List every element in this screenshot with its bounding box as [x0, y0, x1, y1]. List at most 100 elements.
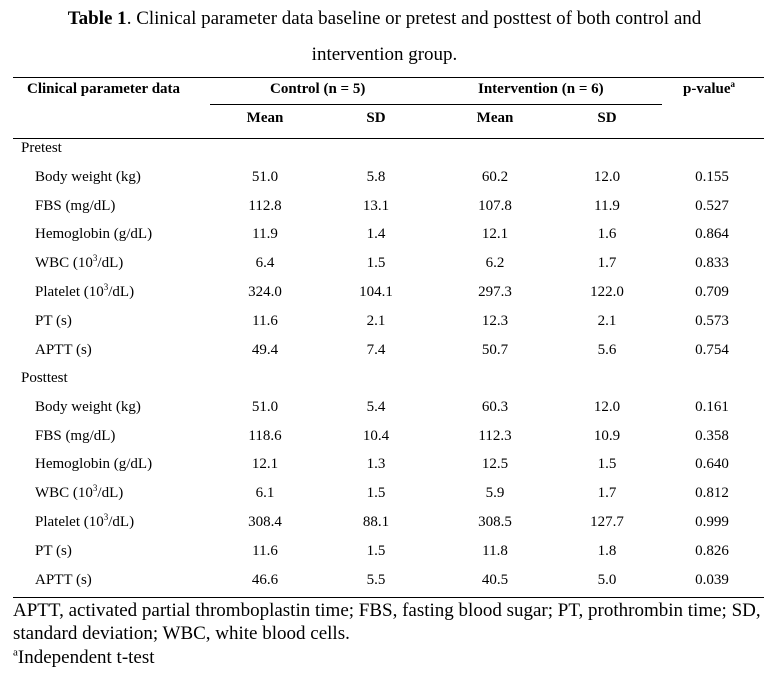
cell-i-sd: 122.0	[590, 284, 624, 300]
cell-i-sd: 11.9	[594, 197, 620, 214]
cell-c-sd: 2.1	[366, 312, 386, 329]
cell-c-sd: 5.8	[366, 168, 386, 185]
row-label: Platelet (103/dL)	[35, 512, 135, 531]
row-label: WBC (103/dL)	[35, 483, 124, 502]
row-label: FBS (mg/dL)	[35, 427, 116, 444]
table-caption-line2: intervention group.	[311, 44, 458, 65]
cell-i-mean: 40.5	[481, 571, 509, 588]
cell-i-mean: 50.7	[481, 341, 509, 358]
cell-i-mean: 112.3	[478, 427, 512, 444]
row-label: APTT (s)	[35, 341, 92, 358]
cell-c-mean: 6.4	[255, 255, 275, 272]
cell-i-mean: 107.8	[478, 197, 512, 214]
section-title: Posttest	[21, 370, 68, 386]
cell-c-mean: 118.6	[248, 427, 282, 444]
header-intervention-sd: SD	[597, 110, 617, 126]
p-value-superscript: a	[730, 79, 736, 89]
cell-c-mean: 308.4	[248, 514, 282, 530]
row-label: PT (s)	[35, 312, 72, 329]
cell-p: 0.833	[695, 255, 729, 272]
cell-p: 0.826	[695, 542, 729, 559]
cell-c-mean: 112.8	[248, 197, 282, 214]
header-intervention: Intervention (n = 6)	[478, 81, 604, 97]
header-control: Control (n = 5)	[270, 81, 366, 97]
cell-i-mean: 297.3	[478, 284, 512, 300]
cell-c-sd: 1.4	[366, 226, 386, 243]
cell-i-mean: 6.2	[485, 255, 505, 272]
cell-i-mean: 12.1	[481, 226, 509, 243]
cell-i-sd: 1.7	[597, 485, 617, 502]
cell-i-sd: 127.7	[590, 514, 624, 530]
bottom-rule	[13, 597, 764, 598]
cell-p: 0.527	[695, 197, 729, 214]
footnote-superscript: a	[13, 646, 18, 659]
cell-i-sd: 1.8	[597, 542, 617, 559]
cell-p: 0.864	[695, 226, 729, 243]
cell-i-sd: 2.1	[597, 312, 617, 329]
header-p-value: p-valuea	[683, 79, 736, 98]
cell-c-mean: 11.9	[252, 226, 278, 243]
top-rule	[13, 77, 764, 78]
cell-p: 0.039	[695, 571, 729, 588]
row-label: Hemoglobin (g/dL)	[35, 456, 153, 473]
cell-i-sd: 5.6	[597, 341, 617, 358]
cell-c-sd: 7.4	[366, 341, 386, 358]
row-label: PT (s)	[35, 542, 72, 559]
cell-i-sd: 12.0	[593, 398, 621, 415]
cell-i-mean: 11.8	[482, 542, 508, 559]
cell-i-mean: 308.5	[478, 514, 512, 530]
cell-i-sd: 1.6	[597, 226, 617, 243]
header-bottom-rule	[13, 138, 764, 139]
cell-p: 0.754	[695, 341, 729, 358]
cell-i-mean: 60.3	[481, 398, 509, 415]
cell-c-sd: 104.1	[359, 284, 393, 300]
cell-i-mean: 12.3	[481, 312, 509, 329]
cell-p: 0.161	[695, 398, 729, 415]
cell-c-sd: 10.4	[362, 427, 390, 444]
cell-c-sd: 1.5	[366, 485, 386, 502]
cell-c-mean: 12.1	[251, 456, 279, 473]
row-label: WBC (103/dL)	[35, 253, 124, 272]
table-caption-line1: Table 1. Clinical parameter data baselin…	[0, 8, 769, 30]
cell-c-sd: 5.4	[366, 398, 386, 415]
header-clinical-parameter: Clinical parameter data	[27, 81, 181, 97]
footnote-test-label: Independent t-test	[17, 647, 155, 668]
footnote-test: aIndependent t-test	[13, 646, 764, 669]
cell-c-sd: 13.1	[362, 197, 390, 214]
cell-c-sd: 1.5	[366, 255, 386, 272]
cell-c-sd: 5.5	[366, 571, 386, 588]
row-label: Hemoglobin (g/dL)	[35, 226, 153, 243]
cell-c-sd: 1.3	[366, 456, 386, 473]
section-title: Pretest	[21, 140, 62, 156]
cell-c-mean: 46.6	[251, 571, 279, 588]
cell-p: 0.358	[695, 427, 729, 444]
cell-c-sd: 88.1	[362, 514, 390, 530]
row-label: Body weight (kg)	[35, 168, 141, 185]
cell-i-sd: 10.9	[593, 427, 621, 444]
row-label: APTT (s)	[35, 571, 92, 588]
table-label: Table 1	[67, 8, 127, 29]
cell-c-sd: 1.5	[366, 542, 386, 559]
cell-c-mean: 324.0	[248, 284, 282, 300]
cell-p: 0.155	[695, 168, 729, 185]
cell-i-sd: 1.5	[597, 456, 617, 473]
cell-i-mean: 12.5	[481, 456, 509, 473]
cell-i-mean: 60.2	[481, 168, 509, 185]
cell-c-mean: 51.0	[251, 168, 279, 185]
cell-p: 0.640	[695, 456, 729, 473]
cell-c-mean: 11.6	[252, 542, 278, 559]
cell-p: 0.573	[695, 312, 729, 329]
cell-c-mean: 6.1	[255, 485, 275, 502]
row-label: FBS (mg/dL)	[35, 197, 116, 214]
header-control-sd: SD	[366, 110, 386, 126]
caption-text: . Clinical parameter data baseline or pr…	[126, 8, 702, 29]
cell-c-mean: 51.0	[251, 398, 279, 415]
cell-p: 0.999	[695, 514, 729, 530]
footnote-abbreviations: APTT, activated partial thromboplastin t…	[13, 600, 761, 644]
cell-p: 0.709	[695, 284, 729, 300]
row-label: Platelet (103/dL)	[35, 282, 135, 301]
cell-i-sd: 12.0	[593, 168, 621, 185]
cell-i-mean: 5.9	[485, 485, 505, 502]
cell-c-mean: 11.6	[252, 312, 278, 329]
cell-i-sd: 1.7	[597, 255, 617, 272]
